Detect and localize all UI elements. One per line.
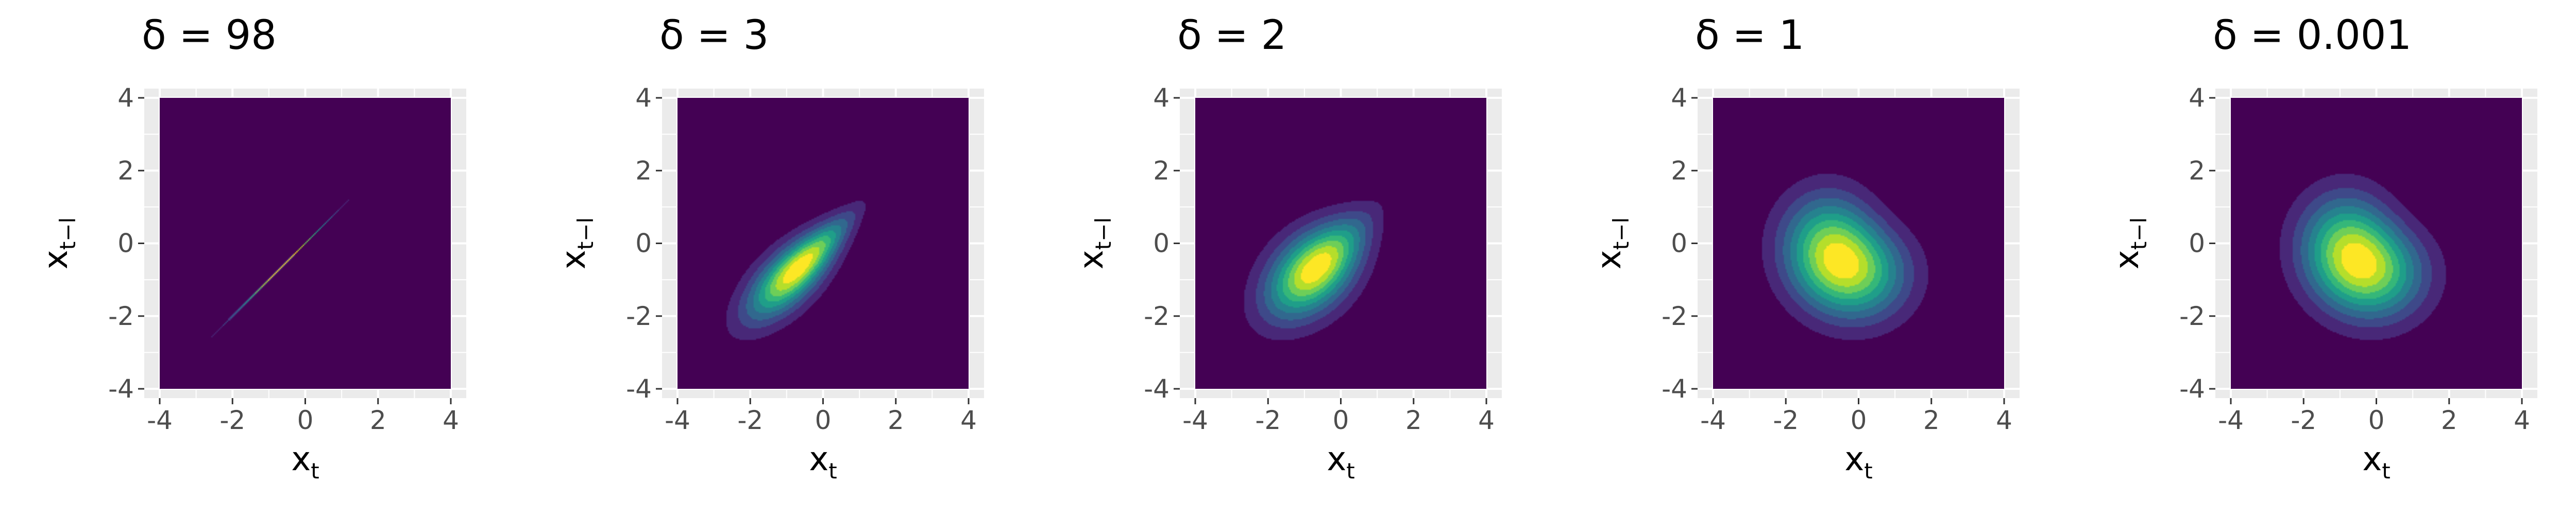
panel-4: -4 -2 0 2 4 -4 -2 0 2 4 δ = 1 xt xt−l: [1590, 12, 2020, 484]
y-tick-label: 4: [1671, 83, 1687, 113]
y-tick-label: 4: [1153, 83, 1170, 113]
y-tick-label: 0: [117, 229, 134, 259]
y-tick-label: 2: [1153, 156, 1170, 185]
x-tick-label: -4: [1700, 405, 1726, 435]
y-tick-label: 2: [2189, 156, 2205, 185]
y-tick-label: 4: [635, 83, 652, 113]
density-heatmap: [1713, 98, 2004, 389]
x-tick-label: -2: [2291, 405, 2316, 435]
x-tick-label: -2: [1255, 405, 1281, 435]
panel-title: δ = 2: [1177, 12, 1286, 59]
density-heatmap: [160, 98, 451, 389]
x-tick-label: 0: [2368, 405, 2385, 435]
x-axis-title: xt: [291, 440, 319, 484]
x-tick-label: 4: [1996, 405, 2012, 435]
y-tick-label: -2: [2179, 301, 2205, 331]
panel-title: δ = 0.001: [2213, 12, 2412, 59]
x-axis-title: xt: [1327, 440, 1354, 484]
y-tick-label: -4: [1144, 374, 1170, 404]
x-axis-title: xt: [2362, 440, 2390, 484]
x-tick-label: 2: [370, 405, 386, 435]
x-tick-label: 2: [888, 405, 904, 435]
y-tick-label: 0: [1153, 229, 1170, 259]
x-axis-title: xt: [1844, 440, 1872, 484]
y-axis-title: xt−l: [1073, 217, 1116, 269]
x-tick-label: -4: [1182, 405, 1208, 435]
x-tick-label: 0: [1851, 405, 1867, 435]
y-tick-label: 0: [1671, 229, 1687, 259]
x-axis-title: xt: [809, 440, 837, 484]
density-heatmap: [677, 98, 969, 389]
y-tick-label: -2: [1144, 301, 1170, 331]
x-tick-label: -2: [1773, 405, 1799, 435]
y-tick-label: -2: [1662, 301, 1687, 331]
x-tick-label: 4: [2514, 405, 2530, 435]
x-tick-label: -2: [737, 405, 763, 435]
panel-title: δ = 1: [1695, 12, 1804, 59]
x-tick-label: 0: [815, 405, 832, 435]
y-tick-label: 0: [2189, 229, 2205, 259]
x-tick-label: 4: [1478, 405, 1495, 435]
x-tick-label: 4: [960, 405, 977, 435]
y-axis-title: xt−l: [1590, 217, 1634, 269]
y-tick-label: 0: [635, 229, 652, 259]
x-tick-label: 2: [2441, 405, 2458, 435]
panel-1: -4 -2 0 2 4 -4 -2 0 2 4 δ = 98 xt xt−l: [37, 12, 466, 484]
x-tick-label: 0: [1333, 405, 1349, 435]
x-tick-label: -4: [665, 405, 690, 435]
y-tick-label: -4: [1662, 374, 1687, 404]
panel-title: δ = 98: [142, 12, 277, 59]
y-tick-label: 2: [1671, 156, 1687, 185]
x-tick-label: -4: [2218, 405, 2244, 435]
x-tick-label: -4: [147, 405, 173, 435]
y-tick-label: 2: [635, 156, 652, 185]
x-tick-label: -2: [219, 405, 245, 435]
y-tick-label: -4: [108, 374, 134, 404]
y-tick-label: -4: [2179, 374, 2205, 404]
y-tick-label: -2: [626, 301, 652, 331]
y-tick-label: -4: [626, 374, 652, 404]
density-heatmap: [1195, 98, 1486, 389]
x-tick-label: 0: [297, 405, 314, 435]
panel-title: δ = 3: [659, 12, 769, 59]
y-axis-title: xt−l: [37, 217, 80, 269]
x-tick-label: 4: [443, 405, 459, 435]
x-tick-label: 2: [1405, 405, 1422, 435]
y-axis-title: xt−l: [555, 217, 598, 269]
panel-5: -4 -2 0 2 4 -4 -2 0 2 4 δ = 0.001 xt xt−l: [2108, 12, 2537, 484]
density-heatmap: [2231, 98, 2522, 389]
y-tick-label: 4: [117, 83, 134, 113]
y-tick-label: -2: [108, 301, 134, 331]
y-axis-title: xt−l: [2108, 217, 2151, 269]
y-tick-label: 4: [2189, 83, 2205, 113]
x-tick-label: 2: [1923, 405, 1940, 435]
y-tick-label: 2: [117, 156, 134, 185]
